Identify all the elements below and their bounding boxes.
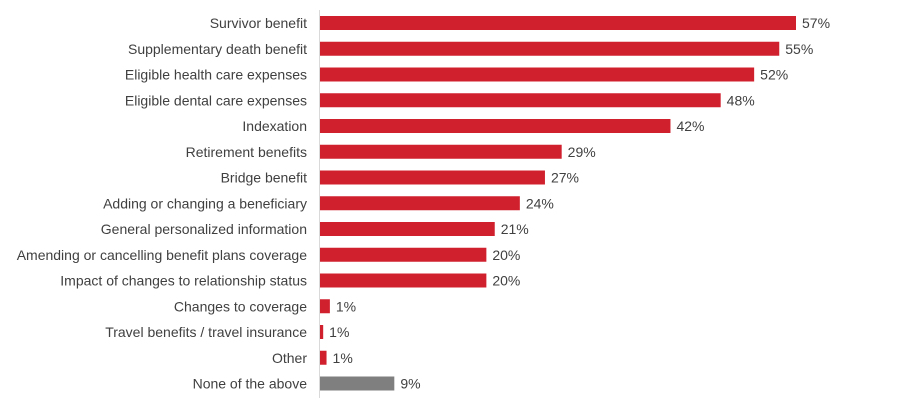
bar (319, 67, 755, 82)
data-label: 52% (760, 67, 788, 83)
category-label: Impact of changes to relationship status (60, 273, 307, 289)
category-label: Amending or cancelling benefit plans cov… (17, 247, 308, 263)
data-label: 1% (333, 350, 353, 366)
bar (319, 170, 545, 185)
category-label: Eligible health care expenses (125, 67, 307, 83)
data-label: 20% (492, 247, 520, 263)
data-label: 9% (400, 376, 420, 392)
category-label: Other (272, 350, 307, 366)
data-label: 42% (676, 118, 704, 134)
bar (319, 222, 495, 236)
bar (319, 119, 671, 133)
bar (319, 273, 487, 288)
bar (319, 93, 721, 108)
category-label: Supplementary death benefit (128, 41, 307, 57)
category-label: Retirement benefits (186, 144, 307, 160)
bar (319, 376, 395, 391)
data-label: 55% (785, 41, 813, 57)
category-label: Travel benefits / travel insurance (105, 324, 307, 340)
data-label: 24% (526, 195, 554, 211)
data-label: 57% (802, 15, 830, 31)
data-label: 29% (568, 144, 596, 160)
category-label: Bridge benefit (221, 170, 308, 186)
bar (319, 325, 324, 339)
bar (319, 350, 327, 365)
bar (319, 144, 562, 159)
category-label: None of the above (193, 376, 308, 392)
bar (319, 16, 796, 30)
data-label: 27% (551, 170, 579, 186)
category-label: Changes to coverage (174, 298, 307, 314)
data-label: 20% (492, 273, 520, 289)
category-label: Eligible dental care expenses (125, 92, 307, 108)
data-label: 1% (329, 324, 349, 340)
data-label: 1% (336, 298, 356, 314)
category-label: Survivor benefit (210, 15, 307, 31)
category-label: Indexation (242, 118, 307, 134)
category-label: General personalized information (101, 221, 307, 237)
category-label: Adding or changing a beneficiary (103, 195, 307, 211)
bar (319, 41, 780, 56)
data-label: 48% (727, 92, 755, 108)
data-label: 21% (501, 221, 529, 237)
bar (319, 247, 487, 262)
bar (319, 196, 520, 211)
bar (319, 299, 330, 314)
